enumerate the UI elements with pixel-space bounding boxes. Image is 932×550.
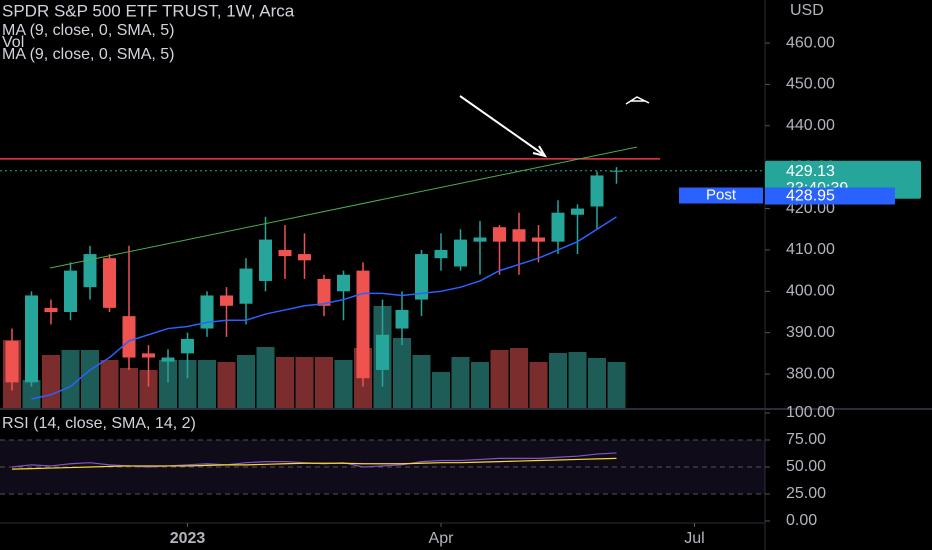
candle-body	[337, 274, 350, 292]
y-tick-label: 400.00	[786, 283, 835, 300]
arrow-head	[532, 145, 548, 158]
volume-bar	[81, 350, 99, 408]
y-tick-label: 410.00	[786, 241, 835, 258]
candle-body	[473, 237, 487, 242]
line	[31, 216, 617, 400]
candle-body	[259, 239, 272, 281]
candle-body	[376, 334, 389, 370]
candle-body	[239, 268, 253, 304]
candle-body	[395, 309, 409, 329]
legend-ma: MA (9, close, 0, SMA, 5)	[2, 22, 175, 39]
candle-body	[103, 258, 116, 308]
volume-bar	[568, 352, 587, 408]
candle-body	[200, 295, 214, 329]
volume-bar	[588, 358, 606, 408]
x-tick-label: 2023	[170, 530, 206, 547]
candle-body	[83, 254, 97, 288]
y-tick-label: 390.00	[786, 324, 835, 341]
candle-body	[512, 229, 526, 242]
candle-body	[317, 278, 331, 306]
candle-body	[571, 208, 584, 215]
volume-bar	[471, 362, 489, 408]
post-price-box	[765, 187, 895, 205]
y-tick-label: 0.00	[786, 512, 817, 529]
line	[11, 457, 617, 470]
volume-bar	[256, 347, 275, 408]
candle-body	[454, 239, 467, 267]
candle-body	[161, 357, 175, 362]
volume-bar	[334, 360, 353, 408]
volume-bar	[237, 355, 255, 408]
post-tag	[679, 187, 763, 204]
candle-body	[415, 254, 428, 300]
volume-bar	[607, 362, 626, 408]
candle-body	[434, 249, 448, 259]
post-price: 428.95	[786, 188, 835, 205]
x-tick-label: Apr	[429, 530, 455, 547]
last-price-label: 429.13	[786, 163, 835, 180]
y-tick-label: 460.00	[786, 34, 835, 51]
volume-bar	[139, 370, 158, 408]
volume-bar	[22, 380, 41, 408]
volume-bar	[451, 357, 470, 408]
volume-bar	[159, 360, 177, 408]
volume-bar	[510, 348, 528, 408]
candle-body	[142, 353, 155, 358]
volume-bar	[276, 357, 294, 408]
candle-body	[298, 254, 311, 261]
candle-body	[220, 295, 233, 306]
candle-body	[532, 237, 545, 242]
y-tick-label: 75.00	[786, 431, 826, 448]
volume-bar	[529, 362, 548, 408]
volume-bar	[432, 372, 450, 408]
y-tick-label: 450.00	[786, 76, 835, 93]
candle-body	[64, 270, 77, 312]
y-tick-label: 100.00	[786, 404, 835, 421]
chart-title: SPDR S&P 500 ETF TRUST, 1W, Arca	[2, 1, 295, 20]
volume-bar	[217, 362, 236, 408]
y-tick-label: 25.00	[786, 485, 826, 502]
arrow	[459, 95, 545, 156]
currency: USD	[790, 2, 824, 19]
volume-bar	[315, 357, 333, 408]
volume-bar	[490, 350, 509, 408]
legend-vol: Vol	[2, 34, 24, 51]
trend-line	[49, 146, 638, 269]
y-tick-label: 50.00	[786, 458, 826, 475]
candle-body	[278, 249, 292, 257]
volume-bar	[100, 360, 119, 408]
volume-bar	[295, 357, 314, 408]
candle-body	[590, 175, 604, 207]
candle-body	[181, 338, 194, 354]
volume-bar	[120, 368, 138, 408]
candle-body	[122, 316, 136, 358]
volume-bar	[412, 355, 431, 408]
volume-bar	[61, 350, 80, 408]
y-tick-label: 380.00	[786, 365, 835, 382]
rsi-title: RSI (14, close, SMA, 14, 2)	[2, 415, 196, 432]
volume-bar	[198, 360, 216, 408]
post-label: Post	[706, 186, 737, 203]
x-tick-label: Jul	[684, 530, 704, 547]
candle-body	[551, 212, 565, 242]
volume-bar	[549, 353, 567, 408]
volume-bar	[178, 360, 197, 408]
candle-body	[5, 340, 19, 383]
legend-vol-ma: MA (9, close, 0, SMA, 5)	[2, 46, 175, 63]
volume-bar	[42, 355, 60, 408]
volume-bar	[393, 338, 411, 408]
candle-body	[356, 270, 370, 379]
candle-body	[44, 307, 58, 312]
arrow-icon	[625, 96, 650, 105]
y-tick-label: 440.00	[786, 117, 835, 134]
candle-body	[25, 295, 38, 383]
candle-body	[493, 227, 506, 242]
